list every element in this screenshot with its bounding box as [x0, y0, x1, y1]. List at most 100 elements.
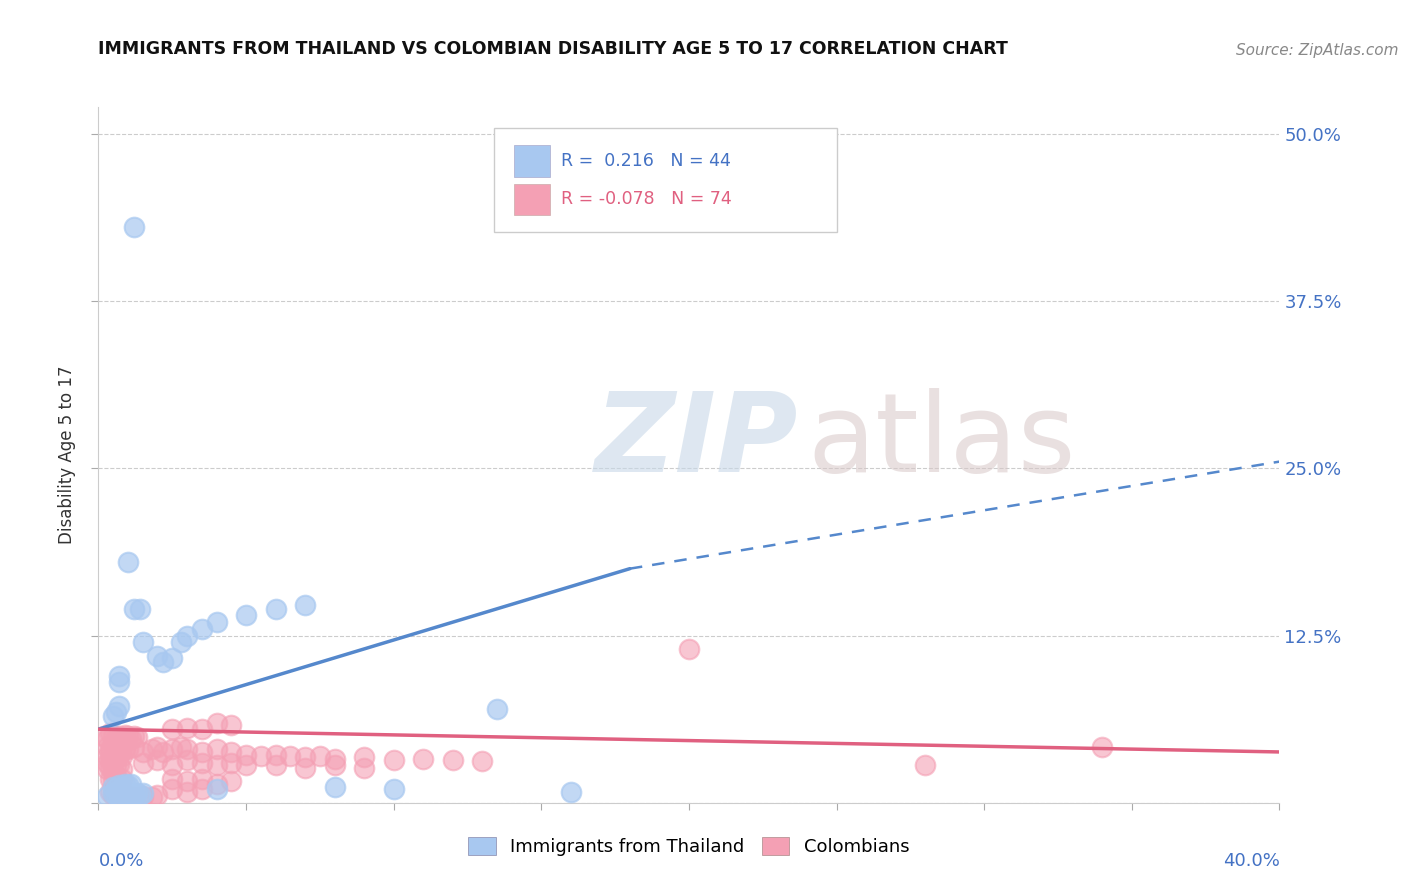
Point	[108, 742, 131, 756]
Point	[323, 758, 346, 772]
Point	[132, 756, 155, 770]
Point	[176, 628, 198, 642]
Point	[105, 731, 128, 746]
Point	[176, 774, 198, 789]
Point	[108, 729, 131, 743]
Point	[105, 750, 128, 764]
Point	[122, 729, 145, 743]
Text: atlas: atlas	[807, 387, 1076, 494]
Point	[117, 742, 139, 756]
Point	[471, 755, 494, 769]
Point	[111, 790, 134, 805]
Point	[98, 772, 121, 786]
Point	[103, 764, 125, 778]
Point	[294, 761, 316, 775]
Point	[205, 758, 228, 772]
Point	[162, 742, 183, 756]
Point	[353, 761, 375, 775]
Bar	[515, 145, 550, 177]
Point	[560, 785, 582, 799]
Point	[191, 723, 214, 737]
Point	[205, 615, 228, 630]
Point	[117, 729, 139, 743]
Point	[114, 742, 136, 756]
Point	[103, 756, 125, 770]
Point	[122, 788, 145, 802]
Point	[162, 758, 183, 772]
Point	[205, 777, 228, 791]
Point	[98, 755, 121, 769]
Bar	[515, 184, 550, 215]
Point	[120, 731, 142, 746]
Point	[264, 758, 287, 772]
Point	[108, 756, 131, 771]
Point	[96, 756, 118, 770]
Point	[146, 788, 169, 802]
Point	[323, 780, 346, 794]
Point	[219, 745, 242, 759]
Point	[108, 747, 131, 762]
Point	[146, 739, 169, 754]
Legend: Immigrants from Thailand, Colombians: Immigrants from Thailand, Colombians	[461, 830, 917, 863]
Point	[235, 608, 257, 623]
Point	[382, 753, 405, 767]
Point	[219, 718, 242, 732]
Point	[146, 753, 169, 767]
Point	[96, 762, 118, 776]
Point	[125, 787, 148, 801]
Point	[176, 742, 198, 756]
Point	[441, 753, 464, 767]
Point	[96, 731, 118, 746]
Point	[191, 756, 214, 770]
Point	[146, 648, 169, 663]
Point	[122, 602, 145, 616]
Point	[205, 715, 228, 730]
Point	[235, 758, 257, 772]
Point	[152, 655, 174, 669]
Point	[111, 730, 134, 744]
Point	[141, 790, 163, 805]
Point	[122, 220, 145, 235]
Point	[170, 739, 193, 754]
Point	[111, 739, 134, 754]
Point	[309, 749, 332, 764]
Point	[382, 782, 405, 797]
Point	[108, 789, 131, 803]
Point	[103, 749, 125, 764]
Point	[117, 778, 139, 793]
Point	[162, 651, 183, 665]
Point	[108, 778, 131, 793]
Point	[122, 790, 145, 805]
Point	[105, 758, 128, 772]
Point	[205, 742, 228, 756]
Point	[176, 785, 198, 799]
Point	[120, 777, 142, 791]
Point	[105, 740, 128, 755]
Point	[128, 602, 150, 616]
Point	[111, 749, 134, 764]
Point	[98, 785, 121, 799]
Point	[117, 789, 139, 803]
Point	[162, 772, 183, 786]
Y-axis label: Disability Age 5 to 17: Disability Age 5 to 17	[58, 366, 76, 544]
Point	[235, 747, 257, 762]
Point	[114, 777, 136, 791]
Point	[114, 788, 136, 802]
Point	[191, 782, 214, 797]
Point	[191, 622, 214, 636]
Text: 0.0%: 0.0%	[98, 852, 143, 870]
Point	[132, 745, 155, 759]
Point	[117, 555, 139, 569]
Point	[152, 745, 174, 759]
Point	[103, 787, 125, 801]
Point	[105, 781, 128, 796]
Point	[191, 745, 214, 759]
Point	[125, 730, 148, 744]
Point	[98, 742, 121, 756]
Text: 40.0%: 40.0%	[1223, 852, 1279, 870]
Point	[98, 761, 121, 775]
Point	[323, 751, 346, 765]
Text: IMMIGRANTS FROM THAILAND VS COLOMBIAN DISABILITY AGE 5 TO 17 CORRELATION CHART: IMMIGRANTS FROM THAILAND VS COLOMBIAN DI…	[98, 40, 1008, 58]
Text: R = -0.078   N = 74: R = -0.078 N = 74	[561, 190, 733, 208]
Point	[105, 770, 128, 785]
